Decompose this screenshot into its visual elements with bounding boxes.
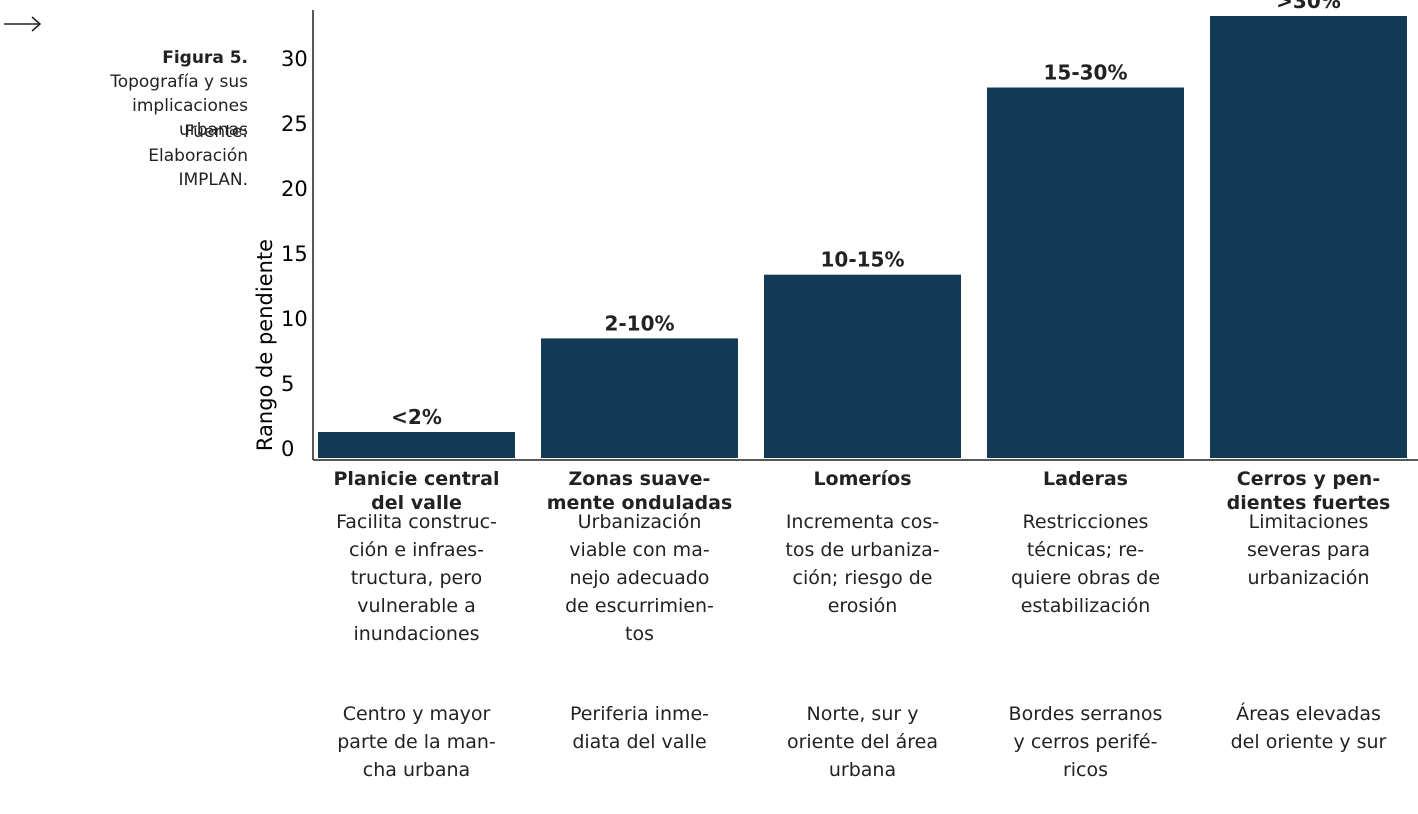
bar: [541, 338, 738, 458]
description: Restricciones técnicas; re- quiere obras…: [1010, 511, 1161, 617]
location: Bordes serranos y cerros perifé- ricos: [1008, 703, 1163, 781]
y-tick-label: 15: [281, 242, 308, 266]
x-tick-label: Cerros y pen- dientes fuertes: [1226, 468, 1391, 514]
arrow-icon: [4, 16, 42, 32]
location: Áreas elevadas del oriente y sur: [1230, 703, 1387, 753]
range-label: 10-15%: [820, 248, 904, 272]
description: Incrementa cos- tos de urbaniza- ción; r…: [785, 511, 940, 617]
range-label: 2-10%: [604, 311, 674, 335]
x-tick-label: Planicie central del valle: [333, 468, 500, 514]
caption-text: Topografía y sus implicaciones urbanas: [110, 72, 248, 140]
bar: [1210, 16, 1407, 458]
description: Facilita construc- ción e infraes- truct…: [336, 511, 497, 645]
y-tick-label: 5: [281, 372, 294, 396]
x-tick-label: Lomeríos: [813, 468, 912, 490]
y-tick-label: 30: [281, 47, 308, 71]
bar: [987, 87, 1184, 458]
description: Limitaciones severas para urbanización: [1246, 511, 1371, 589]
range-label: <2%: [391, 405, 442, 429]
caption-label: Figura 5.: [162, 48, 248, 68]
bar: [318, 432, 515, 458]
description: Urbanización viable con ma- nejo adecuad…: [565, 511, 714, 645]
y-tick-label: 0: [281, 437, 294, 461]
y-tick-label: 20: [281, 177, 308, 201]
x-tick-label: Laderas: [1043, 468, 1128, 490]
caption: Figura 5. Topografía y sus implicaciones…: [88, 46, 248, 142]
y-axis-label: Rango de pendiente: [253, 239, 277, 451]
location: Centro y mayor parte de la man- cha urba…: [337, 703, 496, 781]
y-tick-label: 25: [281, 112, 308, 136]
range-label: 15-30%: [1043, 61, 1127, 85]
location: Periferia inme- diata del valle: [569, 703, 710, 753]
y-tick-label: 10: [281, 307, 308, 331]
range-label: >30%: [1276, 0, 1341, 13]
location: Norte, sur y oriente del área urbana: [786, 703, 939, 781]
source: Fuente: Elaboración IMPLAN.: [148, 122, 248, 190]
x-tick-label: Zonas suave- mente onduladas: [546, 468, 733, 514]
bar: [764, 274, 961, 458]
